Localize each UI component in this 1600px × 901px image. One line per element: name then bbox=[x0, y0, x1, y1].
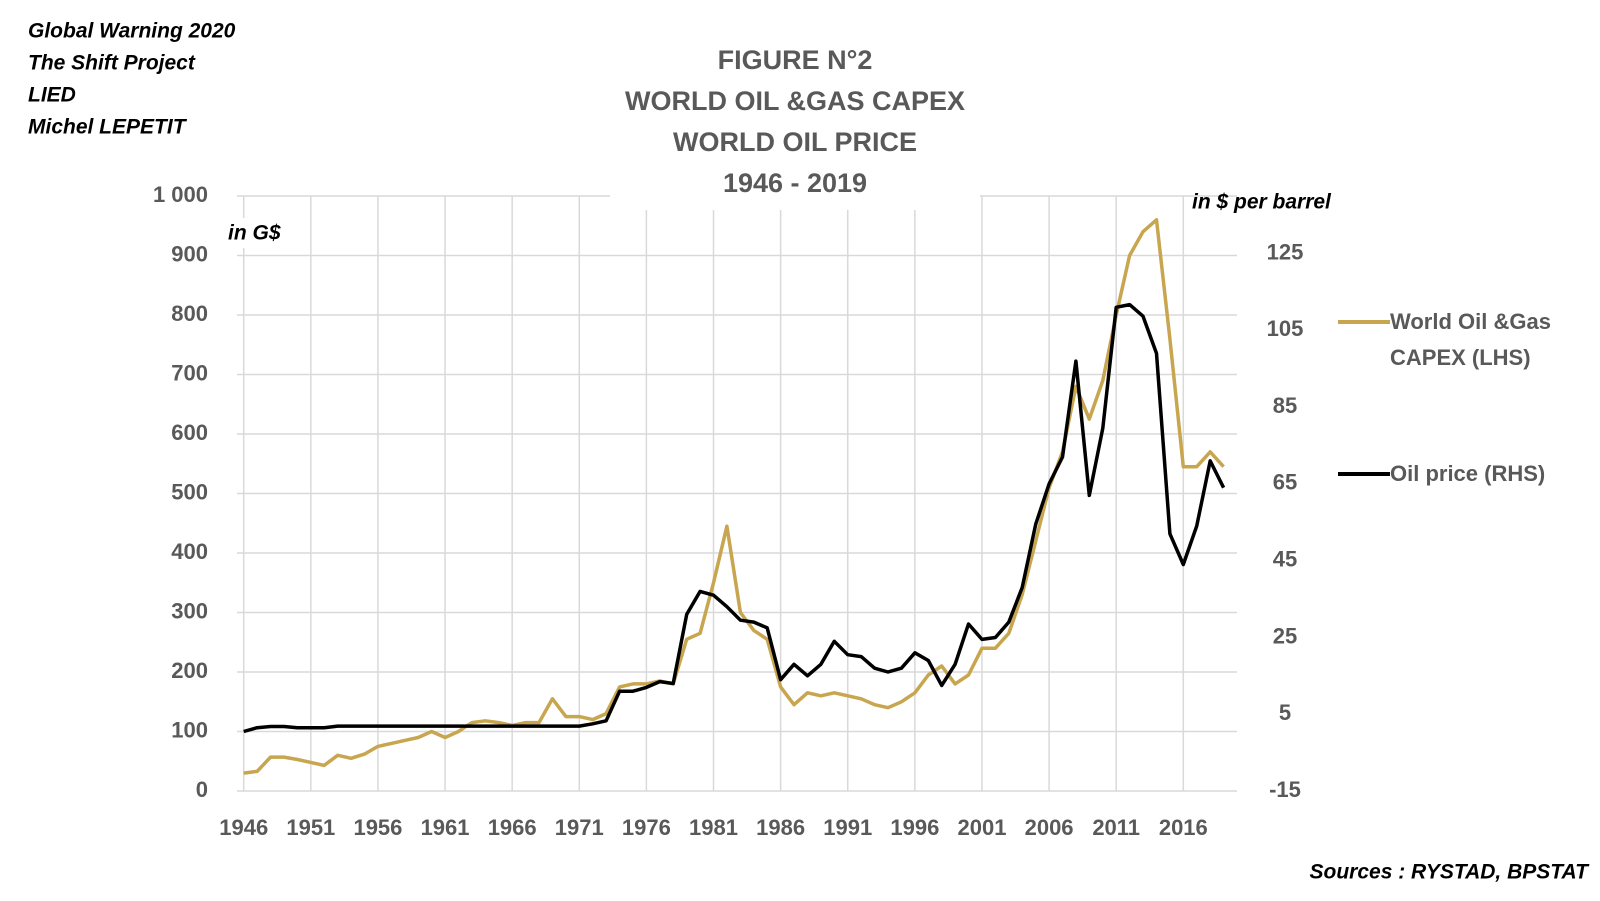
x-tick-label: 1991 bbox=[823, 815, 872, 840]
y2-tick-label: -15 bbox=[1269, 777, 1301, 802]
y-tick-label: 700 bbox=[171, 360, 208, 385]
chart-title: WORLD OIL &GAS CAPEX bbox=[625, 86, 965, 116]
x-tick-label: 2001 bbox=[957, 815, 1006, 840]
y2-tick-label: 45 bbox=[1273, 546, 1297, 571]
chart-title: FIGURE N°2 bbox=[718, 45, 873, 75]
y-tick-label: 800 bbox=[171, 301, 208, 326]
y-tick-label: 600 bbox=[171, 420, 208, 445]
x-tick-label: 1961 bbox=[421, 815, 470, 840]
y2-tick-label: 65 bbox=[1273, 470, 1297, 495]
y-tick-label: 1 000 bbox=[153, 182, 208, 207]
legend-label: Oil price (RHS) bbox=[1390, 461, 1546, 486]
y-tick-label: 200 bbox=[171, 658, 208, 683]
x-tick-label: 2011 bbox=[1092, 815, 1140, 840]
chart-title: 1946 - 2019 bbox=[723, 168, 867, 198]
note: The Shift Project bbox=[28, 52, 196, 75]
note: Global Warning 2020 bbox=[28, 20, 236, 43]
source: Sources : RYSTAD, BPSTAT bbox=[1310, 861, 1591, 884]
x-tick-label: 1951 bbox=[286, 815, 335, 840]
y2-tick-label: 125 bbox=[1267, 239, 1304, 264]
x-tick-label: 2016 bbox=[1159, 815, 1208, 840]
x-tick-label: 1971 bbox=[555, 815, 604, 840]
x-tick-label: 1976 bbox=[622, 815, 671, 840]
y-tick-label: 500 bbox=[171, 479, 208, 504]
y-tick-label: 400 bbox=[171, 539, 208, 564]
chart-title: WORLD OIL PRICE bbox=[673, 127, 917, 157]
x-tick-label: 1956 bbox=[353, 815, 402, 840]
y-axis-label: in G$ bbox=[228, 222, 281, 245]
x-tick-label: 1966 bbox=[488, 815, 537, 840]
y2-axis-label: in $ per barrel bbox=[1192, 191, 1332, 214]
data-line bbox=[243, 218, 1225, 775]
note: LIED bbox=[28, 84, 76, 107]
y-tick-label: 900 bbox=[171, 241, 208, 266]
label-background bbox=[222, 218, 302, 248]
title-background bbox=[610, 30, 980, 210]
x-tick-label: 1946 bbox=[219, 815, 268, 840]
y-tick-label: 300 bbox=[171, 598, 208, 623]
y2-tick-label: 85 bbox=[1273, 393, 1297, 418]
y-tick-label: 100 bbox=[171, 717, 208, 742]
data-line bbox=[243, 302, 1226, 734]
x-tick-label: 2006 bbox=[1025, 815, 1074, 840]
x-tick-label: 1981 bbox=[689, 815, 738, 840]
x-tick-label: 1996 bbox=[890, 815, 939, 840]
note: Michel LEPETIT bbox=[28, 116, 188, 139]
y-tick-label: 0 bbox=[196, 777, 208, 802]
y2-tick-label: 5 bbox=[1279, 700, 1291, 725]
y2-tick-label: 25 bbox=[1273, 623, 1297, 648]
x-tick-label: 1986 bbox=[756, 815, 805, 840]
legend-label: World Oil &Gas CAPEX (LHS) bbox=[1390, 309, 1551, 370]
y2-tick-label: 105 bbox=[1267, 316, 1304, 341]
